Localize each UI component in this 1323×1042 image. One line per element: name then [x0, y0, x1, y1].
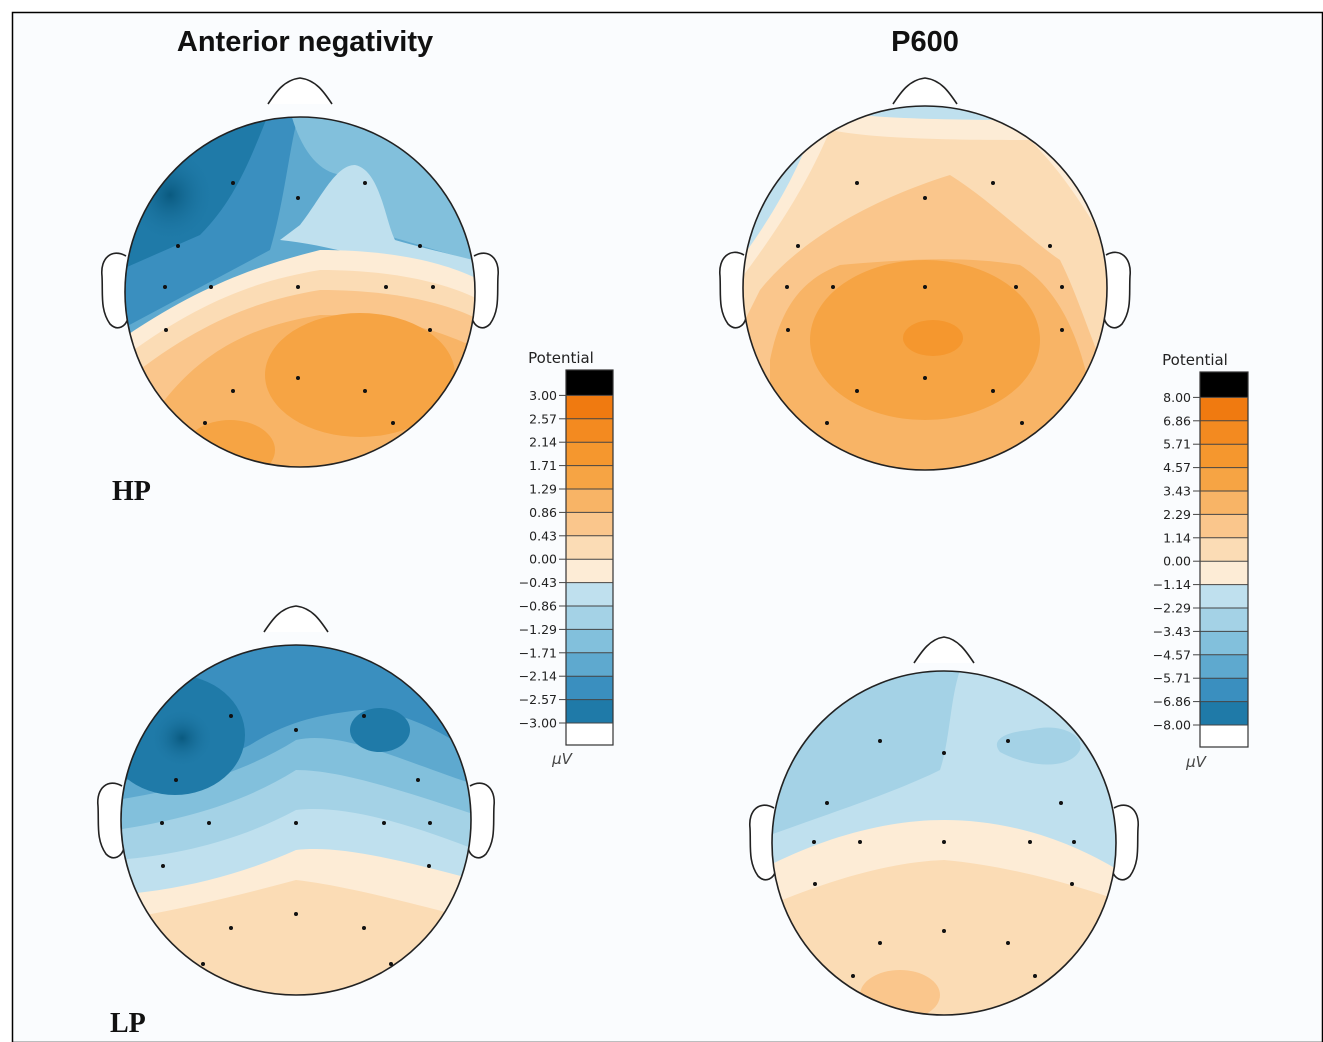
- ear-right-outline: [467, 782, 495, 859]
- colorbar-bin: [1200, 397, 1248, 421]
- head-map-lp-p600: [749, 636, 1139, 1016]
- nose-outline: [913, 636, 975, 664]
- ear-left-outline: [719, 251, 747, 329]
- column-title-anterior-negativity: Anterior negativity: [177, 26, 433, 58]
- colorbar-left: Potential 3.00 2.57 2.14 1.71 1.29 0.86 0.43 0.…: [519, 349, 614, 768]
- colorbar-bin: [1200, 420, 1248, 445]
- colorbar-bin: [1200, 631, 1248, 655]
- colorbar-tick-label: −1.14: [1153, 577, 1191, 592]
- colorbar-bin: [566, 442, 613, 466]
- colorbar-bin: [566, 465, 613, 489]
- colorbar-tick-label: −2.14: [519, 669, 557, 684]
- head-map-hp-p600: [719, 77, 1131, 471]
- colorbar-right: Potential 8.00 6.86 5.71 4.57 3.43 2.29 1.14 0.…: [1153, 351, 1249, 771]
- colorbar-tick-label: −3.00: [519, 716, 557, 731]
- colorbar-tick-label: 4.57: [1163, 460, 1191, 475]
- row-label-lp: LP: [110, 1008, 146, 1039]
- ear-right-outline: [1103, 251, 1131, 329]
- electrode-group: [163, 181, 435, 425]
- colorbar-bin: [1200, 654, 1248, 679]
- colorbar-bin: [566, 512, 613, 536]
- colorbar-bottom-block: [566, 723, 613, 745]
- ear-left-outline: [749, 804, 777, 881]
- nose-outline: [263, 605, 329, 633]
- colorbar-tick-label: −2.29: [1153, 601, 1191, 616]
- colorbar-tick-label: 5.71: [1163, 437, 1191, 452]
- colorbar-tick-label: −0.86: [519, 599, 557, 614]
- colorbar-bin: [566, 699, 613, 723]
- colorbar-unit: μV: [551, 750, 574, 768]
- colorbar-tick-label: −8.00: [1153, 718, 1191, 733]
- colorbar-bin: [566, 395, 613, 419]
- electrode-group: [812, 739, 1076, 978]
- ear-right-outline: [471, 252, 499, 329]
- colorbar-bin: [1200, 608, 1248, 632]
- colorbar-bin: [1200, 467, 1248, 491]
- colorbar-title: Potential: [1162, 351, 1228, 369]
- colorbar-border: [565, 369, 614, 746]
- colorbar-bin: [566, 676, 613, 700]
- colorbar-bin: [566, 652, 613, 677]
- colorbar-tick-label: −1.29: [519, 622, 557, 637]
- colorbar-unit: μV: [1185, 753, 1208, 771]
- colorbar-tick-label: 3.00: [529, 388, 557, 403]
- colorbar-top-block: [566, 370, 613, 396]
- colorbar-tick-label: 0.86: [529, 505, 557, 520]
- colorbar-tick-label: −2.57: [519, 692, 557, 707]
- colorbar-border: [1199, 371, 1249, 748]
- head-outline: [124, 116, 476, 468]
- colorbar-bottom-block: [1200, 725, 1248, 747]
- colorbar-bin: [1200, 514, 1248, 538]
- colorbar-bin: [1200, 701, 1248, 725]
- colorbar-tick-label: −5.71: [1153, 671, 1191, 686]
- colorbar-tick-label: 0.00: [529, 552, 557, 567]
- colorbar-tick-label: 1.29: [529, 482, 557, 497]
- nose-outline: [892, 77, 958, 105]
- colorbar-bin: [1200, 491, 1248, 515]
- colorbar-tick-label: −1.71: [519, 645, 557, 660]
- colorbar-tick-label: 6.86: [1163, 413, 1191, 428]
- ear-left-outline: [101, 252, 129, 329]
- colorbar-tick-label: 2.57: [529, 411, 557, 426]
- colorbar-bin: [566, 582, 613, 606]
- colorbar-bin: [1200, 537, 1248, 562]
- row-label-hp: HP: [112, 476, 151, 507]
- colorbar-bin: [1200, 584, 1248, 608]
- colorbar-bin: [566, 606, 613, 630]
- head-map-hp-anterior-negativity: [101, 77, 499, 468]
- head-outline: [742, 105, 1108, 471]
- head-outline: [120, 644, 472, 996]
- colorbar-tick-label: 1.14: [1163, 530, 1191, 545]
- colorbar-bin: [1200, 561, 1248, 585]
- electrode-group: [785, 181, 1064, 425]
- head-outline: [771, 670, 1117, 1016]
- colorbar-top-block: [1200, 372, 1248, 398]
- ear-right-outline: [1111, 804, 1139, 881]
- colorbar-tick-label: 3.43: [1163, 484, 1191, 499]
- colorbar-tick-label: 1.71: [529, 458, 557, 473]
- colorbar-tick-label: −0.43: [519, 575, 557, 590]
- colorbar-tick-label: −4.57: [1153, 647, 1191, 662]
- colorbar-tick-label: 2.29: [1163, 507, 1191, 522]
- colorbar-bin: [566, 418, 613, 443]
- colorbar-bin: [566, 629, 613, 653]
- colorbar-bin: [566, 559, 613, 583]
- colorbar-tick-label: 0.43: [529, 528, 557, 543]
- colorbar-tick-label: 8.00: [1163, 390, 1191, 405]
- colorbar-title: Potential: [528, 349, 594, 367]
- electrode-group: [160, 714, 432, 966]
- colorbar-tick-label: 0.00: [1163, 554, 1191, 569]
- ear-left-outline: [97, 782, 125, 859]
- colorbar-tick-label: −3.43: [1153, 624, 1191, 639]
- colorbar-tick-label: −6.86: [1153, 694, 1191, 709]
- nose-outline: [267, 77, 333, 105]
- colorbar-bin: [566, 489, 613, 513]
- colorbar-bin: [566, 535, 613, 560]
- column-title-p600: P600: [891, 26, 959, 58]
- colorbar-tick-label: 2.14: [529, 435, 557, 450]
- colorbar-bin: [1200, 678, 1248, 702]
- colorbar-bin: [1200, 444, 1248, 468]
